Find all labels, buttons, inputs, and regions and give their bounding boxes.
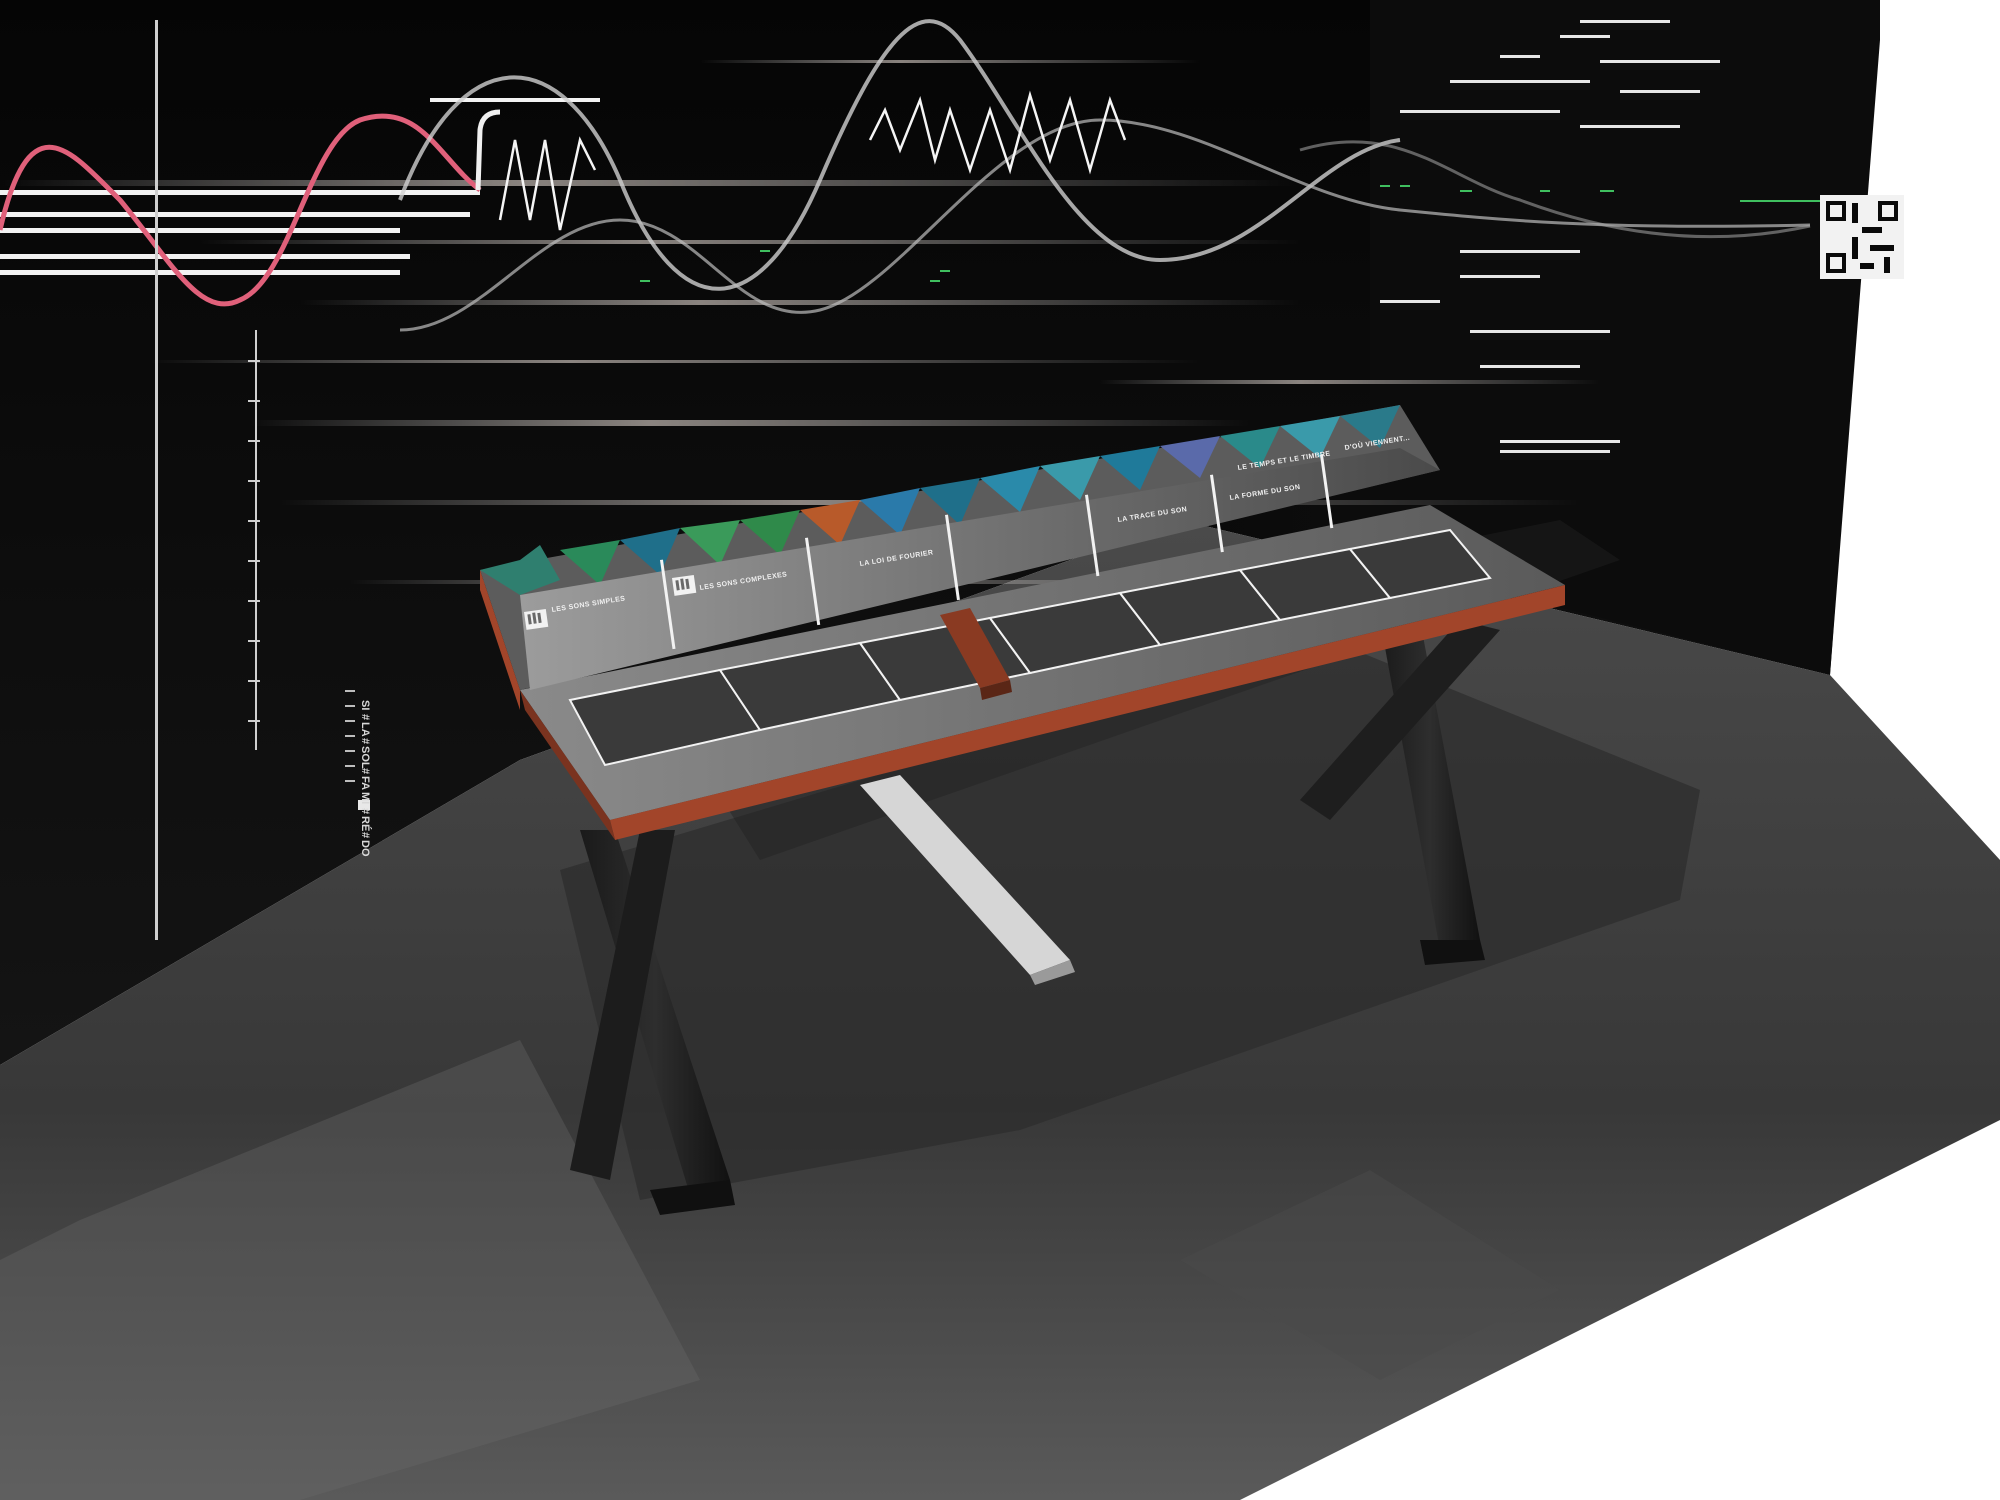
- note-si: SI: [359, 700, 371, 710]
- complex-wave: [498, 90, 1127, 231]
- desk-front-edge: [610, 585, 1565, 840]
- grey-sine-wave-2: [399, 118, 1811, 332]
- panel-dividers: [660, 454, 1334, 650]
- note-sharp-2: #: [359, 738, 371, 744]
- note-sol: SOL: [359, 746, 371, 769]
- note-fa: FA: [359, 776, 371, 790]
- hand-icon: [524, 608, 549, 630]
- desk-left-edge: [520, 690, 615, 840]
- note-sharp-1: #: [359, 714, 371, 720]
- desk-backboard-red: [480, 570, 520, 710]
- floor-highlight: [0, 1040, 700, 1500]
- pink-wave-hook: [475, 109, 501, 191]
- pink-sine-wave: [0, 113, 482, 307]
- hand-icon-2: [672, 574, 697, 596]
- tick-scale-left: [155, 20, 158, 940]
- desk-leg-right: [1300, 620, 1500, 965]
- qr-code-icon: [1820, 195, 1904, 279]
- note-sharp-5: #: [359, 832, 371, 838]
- panel-strip: LES SONS SIMPLES LES SONS COMPLEXES LA L…: [520, 433, 1440, 690]
- grey-sine-wave-1: [398, 19, 1401, 291]
- screen-7[interactable]: [1348, 528, 1492, 600]
- triangle-banner: [480, 405, 1400, 595]
- right-wall-dashes: [1380, 20, 1720, 453]
- desk-divider-post: [940, 608, 1012, 700]
- note-do: DO: [359, 840, 371, 857]
- note-la: LA: [359, 722, 371, 737]
- tick-scale-mid: [248, 330, 260, 750]
- tick-scale-right: [345, 690, 370, 810]
- green-grid-dashes: [640, 185, 1820, 282]
- note-scale: SI # LA # SOL # FA MI # RÉ # DO: [359, 700, 372, 857]
- note-sharp-3: #: [359, 768, 371, 774]
- right-wall-panel: [1370, 0, 1880, 675]
- desk-leg-left: [570, 830, 735, 1215]
- desk-screens: [568, 528, 1492, 767]
- floor-pattern: [1180, 1170, 1560, 1380]
- white-bars: [0, 98, 600, 275]
- note-sharp-4: #: [359, 808, 371, 814]
- note-mi: MI: [359, 792, 371, 804]
- desk-center-brace: [860, 775, 1075, 985]
- grey-sine-wave-3: [1299, 140, 1811, 239]
- note-re: RÉ: [359, 816, 372, 831]
